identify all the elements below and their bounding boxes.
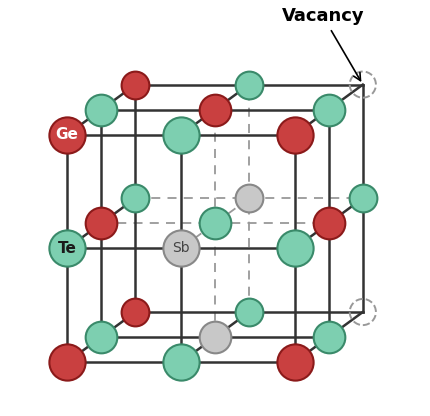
Point	[291, 359, 298, 365]
Point	[178, 359, 184, 365]
Point	[132, 81, 139, 88]
Point	[246, 309, 252, 315]
Point	[359, 195, 366, 202]
Point	[325, 220, 332, 227]
Point	[132, 309, 139, 315]
Text: Sb: Sb	[172, 241, 190, 255]
Text: Vacancy: Vacancy	[282, 7, 364, 81]
Point	[325, 334, 332, 340]
Point	[98, 220, 105, 227]
Point	[178, 245, 184, 252]
Point	[291, 245, 298, 252]
Point	[291, 131, 298, 138]
Point	[212, 334, 218, 340]
Point	[64, 359, 71, 365]
Point	[246, 81, 252, 88]
Point	[64, 245, 71, 252]
Point	[246, 195, 252, 202]
Point	[178, 131, 184, 138]
Point	[325, 106, 332, 113]
Point	[212, 220, 218, 227]
Point	[98, 334, 105, 340]
Point	[64, 131, 71, 138]
Point	[98, 106, 105, 113]
Point	[212, 106, 218, 113]
Point	[132, 195, 139, 202]
Text: Ge: Ge	[56, 127, 79, 142]
Text: Te: Te	[58, 241, 77, 256]
